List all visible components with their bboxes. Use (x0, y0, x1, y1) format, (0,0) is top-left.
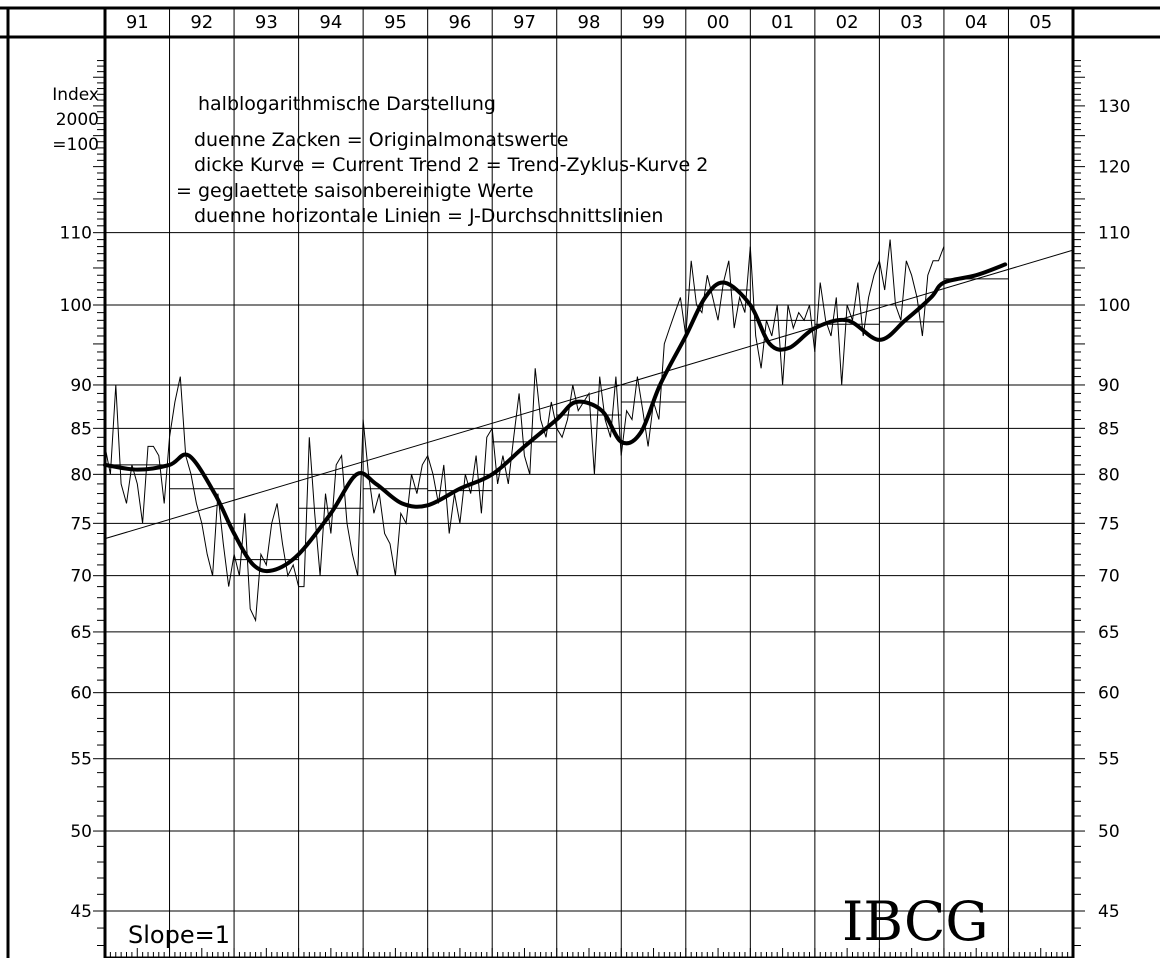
right-tick-label: 45 (1098, 902, 1120, 922)
right-tick-label: 130 (1098, 97, 1130, 117)
left-tick-label: 70 (70, 567, 92, 587)
year-label-98: 98 (578, 12, 601, 33)
year-label-94: 94 (319, 12, 342, 33)
slope-label: Slope=1 (128, 921, 230, 949)
right-tick-label: 75 (1098, 514, 1120, 534)
right-tick-label: 65 (1098, 623, 1120, 643)
left-tick-label: 55 (70, 750, 92, 770)
right-tick-label: 100 (1098, 296, 1130, 316)
year-label-05: 05 (1029, 12, 1052, 33)
note-line: halblogarithmische Darstellung (198, 93, 496, 115)
year-label-01: 01 (771, 12, 794, 33)
note-line: duenne Zacken = Originalmonatswerte (194, 129, 568, 151)
notes: halblogarithmische Darstellung duenne Zac… (128, 93, 988, 953)
left-tick-label: 60 (70, 684, 92, 704)
left-tick-label: 110 (60, 224, 92, 244)
year-label-96: 96 (448, 12, 471, 33)
year-label-04: 04 (965, 12, 988, 33)
right-tick-label: 90 (1098, 376, 1120, 396)
year-label-97: 97 (513, 12, 536, 33)
monthly-values-line (104, 239, 945, 623)
right-tick-label: 110 (1098, 224, 1130, 244)
left-tick-label: 90 (70, 376, 92, 396)
right-tick-label: 85 (1098, 419, 1120, 439)
left-header-line: 2000 (56, 110, 99, 130)
year-label-02: 02 (836, 12, 859, 33)
left-tick-label: 100 (60, 296, 92, 316)
year-label-99: 99 (642, 12, 665, 33)
right-tick-label: 60 (1098, 684, 1120, 704)
left-header-line: =100 (52, 135, 99, 155)
note-line: duenne horizontale Linien = J-Durchschni… (194, 205, 663, 227)
year-label-92: 92 (190, 12, 213, 33)
year-label-95: 95 (384, 12, 407, 33)
left-tick-label: 75 (70, 514, 92, 534)
ibcg-logo: IBCG (842, 890, 988, 953)
right-tick-label: 50 (1098, 822, 1120, 842)
left-tick-label: 50 (70, 822, 92, 842)
trend-cycle-curve (103, 262, 1008, 574)
left-tick-label: 65 (70, 623, 92, 643)
axes: 91 92 93 94 95 96 97 98 99 00 01 02 03 04 05 110 100 90 85… (0, 6, 1160, 960)
right-tick-label: 70 (1098, 567, 1120, 587)
right-tick-label: 120 (1098, 158, 1130, 178)
note-line: dicke Kurve = Current Trend 2 = Trend-Zy… (194, 154, 708, 176)
right-tick-label: 55 (1098, 750, 1120, 770)
year-label-93: 93 (255, 12, 278, 33)
note-line: = geglaettete saisonbereinigte Werte (176, 180, 534, 202)
year-label-91: 91 (126, 12, 149, 33)
grid (105, 8, 1073, 958)
left-tick-label: 85 (70, 419, 92, 439)
series (103, 239, 1074, 623)
year-label-03: 03 (900, 12, 923, 33)
left-tick-label: 80 (70, 465, 92, 485)
left-tick-label: 45 (70, 902, 92, 922)
right-tick-label: 80 (1098, 465, 1120, 485)
year-label-00: 00 (707, 12, 730, 33)
left-header-line: Index (52, 85, 99, 105)
